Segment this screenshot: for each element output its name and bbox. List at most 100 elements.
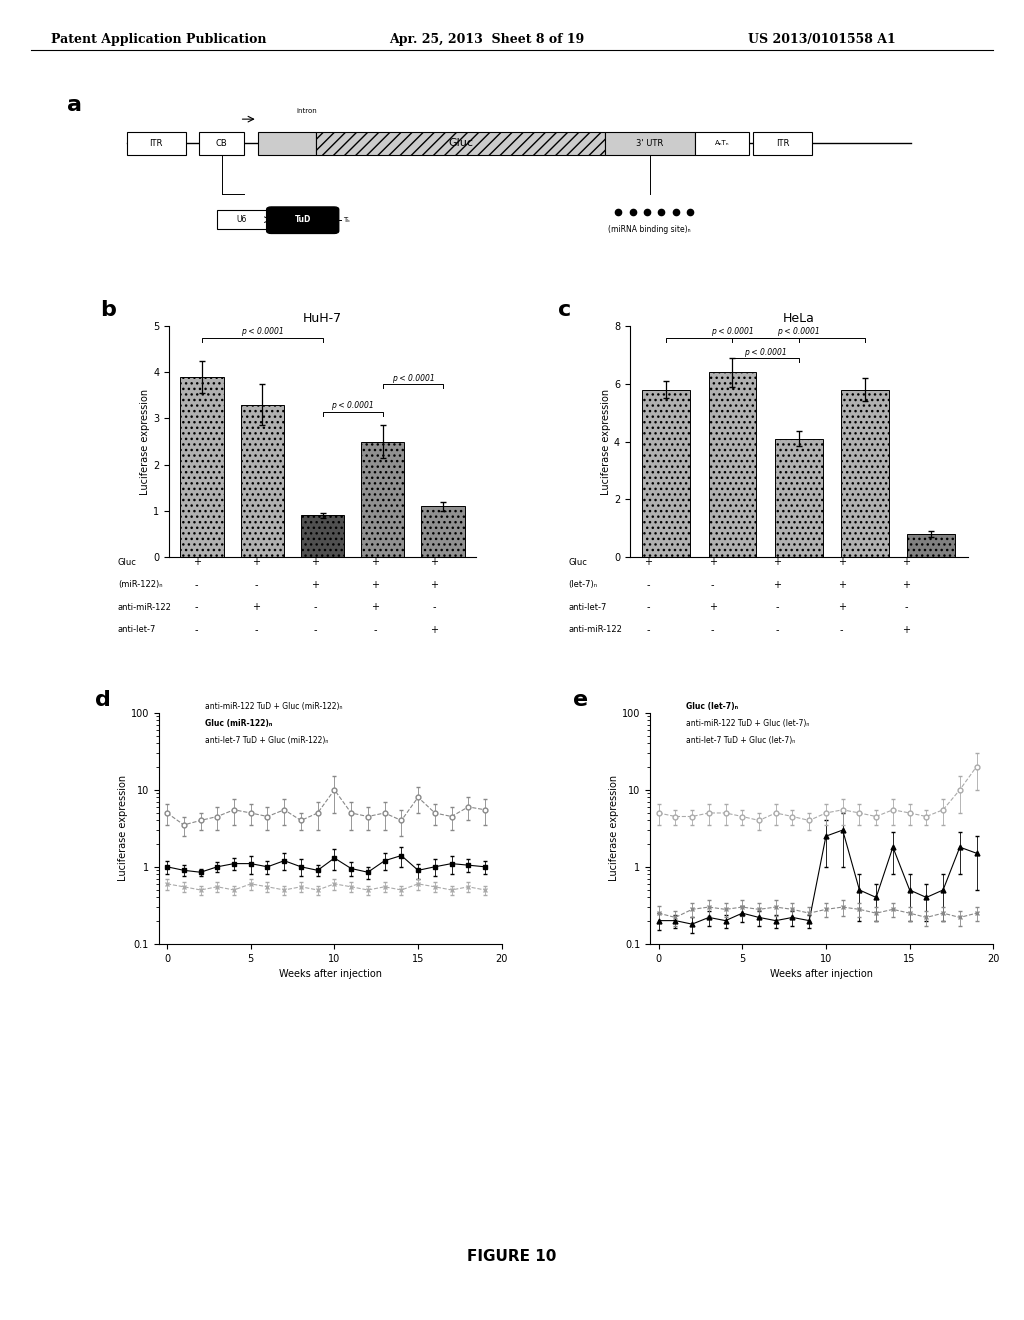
Text: p < 0.0001: p < 0.0001 (241, 327, 284, 337)
Text: -: - (195, 579, 199, 590)
Text: +: + (430, 579, 438, 590)
Y-axis label: Luciferase expression: Luciferase expression (601, 388, 611, 495)
Text: +: + (430, 624, 438, 635)
Text: +: + (709, 557, 717, 568)
X-axis label: Weeks after injection: Weeks after injection (770, 969, 873, 979)
Bar (217, 210, 266, 230)
Text: -: - (775, 602, 779, 612)
Text: -: - (646, 579, 650, 590)
Text: +: + (252, 557, 260, 568)
Bar (775, 438, 822, 557)
Bar (604, 132, 694, 154)
Text: p < 0.0001: p < 0.0001 (777, 327, 820, 337)
Text: +: + (252, 602, 260, 612)
Text: +: + (371, 602, 379, 612)
Text: -: - (646, 624, 650, 635)
Text: anti-miR-122 TuD + Gluc (miR-122)ₙ: anti-miR-122 TuD + Gluc (miR-122)ₙ (205, 702, 342, 710)
Text: (let-7)ₙ: (let-7)ₙ (568, 581, 597, 589)
Text: Gluc: Gluc (118, 558, 136, 566)
Text: +: + (838, 602, 846, 612)
Text: anti-miR-122: anti-miR-122 (118, 603, 172, 611)
Text: TuD: TuD (295, 215, 311, 224)
Text: Patent Application Publication: Patent Application Publication (51, 33, 266, 46)
Bar (421, 507, 465, 557)
Text: +: + (902, 557, 910, 568)
Text: e: e (573, 690, 589, 710)
Text: Tₖ: Tₖ (343, 216, 350, 223)
Text: Gluc: Gluc (568, 558, 587, 566)
Text: ITR: ITR (776, 139, 790, 148)
Text: -: - (254, 579, 258, 590)
Text: +: + (838, 579, 846, 590)
Text: anti-let-7: anti-let-7 (118, 626, 156, 634)
Text: -: - (195, 602, 199, 612)
Bar (258, 132, 316, 154)
Text: +: + (773, 557, 781, 568)
Text: +: + (709, 602, 717, 612)
Y-axis label: Luciferase expression: Luciferase expression (609, 775, 620, 882)
Text: 3' UTR: 3' UTR (636, 139, 664, 148)
Text: -: - (373, 624, 377, 635)
Bar (642, 389, 690, 557)
Bar (709, 372, 757, 557)
Text: +: + (644, 557, 652, 568)
Text: +: + (773, 579, 781, 590)
Text: anti-let-7: anti-let-7 (568, 603, 606, 611)
Text: +: + (311, 557, 319, 568)
Text: anti-let-7 TuD + Gluc (let-7)ₙ: anti-let-7 TuD + Gluc (let-7)ₙ (686, 737, 796, 744)
Text: intron: intron (297, 108, 317, 114)
Text: Apr. 25, 2013  Sheet 8 of 19: Apr. 25, 2013 Sheet 8 of 19 (389, 33, 585, 46)
Bar (907, 535, 955, 557)
Text: -: - (195, 624, 199, 635)
Title: HuH-7: HuH-7 (303, 312, 342, 325)
Title: HeLa: HeLa (782, 312, 815, 325)
Text: -: - (254, 624, 258, 635)
Text: a: a (67, 95, 82, 115)
Text: Gluc: Gluc (447, 139, 473, 148)
Text: ITR: ITR (150, 139, 163, 148)
Text: US 2013/0101558 A1: US 2013/0101558 A1 (748, 33, 895, 46)
Y-axis label: Luciferase expression: Luciferase expression (140, 388, 151, 495)
Text: b: b (100, 300, 117, 319)
Y-axis label: Luciferase expression: Luciferase expression (118, 775, 128, 882)
X-axis label: Weeks after injection: Weeks after injection (279, 969, 382, 979)
Text: +: + (430, 557, 438, 568)
Text: +: + (902, 579, 910, 590)
Bar (754, 132, 812, 154)
Text: +: + (838, 557, 846, 568)
Bar (841, 389, 889, 557)
Text: FIGURE 10: FIGURE 10 (467, 1249, 557, 1265)
Text: -: - (313, 602, 317, 612)
Text: +: + (371, 557, 379, 568)
Text: +: + (193, 557, 201, 568)
Bar (241, 405, 284, 557)
Text: (miRNA binding site)ₙ: (miRNA binding site)ₙ (608, 224, 691, 234)
Text: +: + (311, 579, 319, 590)
Text: -: - (775, 624, 779, 635)
Bar (316, 132, 604, 154)
Text: p < 0.0001: p < 0.0001 (711, 327, 754, 337)
Text: -: - (646, 602, 650, 612)
Text: c: c (558, 300, 571, 319)
Text: +: + (371, 579, 379, 590)
Bar (694, 132, 749, 154)
Text: -: - (840, 624, 844, 635)
Bar (180, 378, 224, 557)
Bar (199, 132, 244, 154)
FancyBboxPatch shape (266, 207, 339, 234)
Text: -: - (432, 602, 436, 612)
Text: (miR-122)ₙ: (miR-122)ₙ (118, 581, 163, 589)
Text: p < 0.0001: p < 0.0001 (332, 401, 374, 411)
Text: -: - (313, 624, 317, 635)
Text: AₙTₙ: AₙTₙ (715, 140, 729, 147)
Text: p < 0.0001: p < 0.0001 (391, 374, 434, 383)
Bar (361, 441, 404, 557)
Text: CB: CB (216, 139, 227, 148)
Text: d: d (95, 690, 112, 710)
Text: Gluc (miR-122)ₙ: Gluc (miR-122)ₙ (205, 719, 272, 727)
Text: Gluc (let-7)ₙ: Gluc (let-7)ₙ (686, 702, 738, 710)
Bar (301, 516, 344, 557)
Text: U6: U6 (237, 215, 247, 224)
Text: p < 0.0001: p < 0.0001 (744, 347, 787, 356)
Text: -: - (904, 602, 908, 612)
